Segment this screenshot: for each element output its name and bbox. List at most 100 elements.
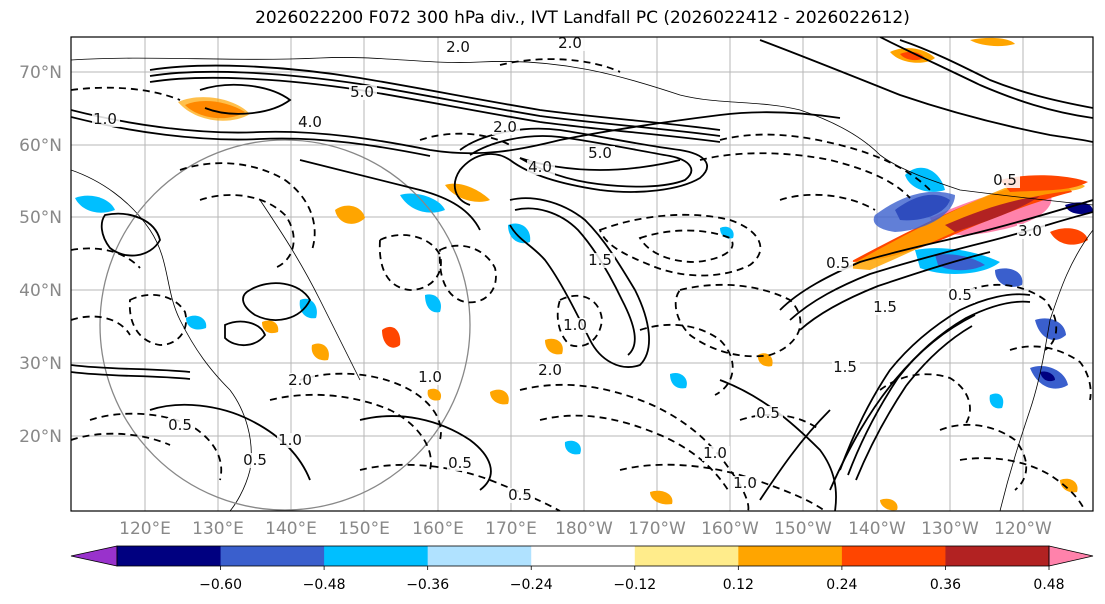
contour-label: 5.0	[350, 83, 374, 101]
radius-circle	[99, 139, 471, 511]
shading-orange	[1060, 478, 1078, 493]
longitude-label: 150°W	[774, 519, 832, 539]
contour-label: 2.0	[446, 38, 470, 56]
shading-orange	[970, 37, 1015, 47]
latitude-label: 50°N	[19, 208, 62, 228]
shading-cyan	[75, 195, 115, 213]
shading-cyan	[508, 223, 531, 244]
contour-label-bg	[242, 453, 270, 468]
colorbar-segment	[117, 546, 222, 566]
colorbar-outline	[116, 545, 1050, 567]
shading-navy	[1040, 371, 1055, 382]
colorbar-tick-label: −0.12	[613, 577, 656, 593]
contour-label: 2.0	[493, 118, 517, 136]
shading-orange	[311, 343, 329, 361]
contour-label: 2.0	[558, 34, 582, 52]
divergence-shading	[75, 37, 1093, 511]
contour-label: 0.5	[948, 286, 972, 304]
contour-label: 1.5	[833, 358, 857, 376]
contour-label: 0.5	[508, 486, 532, 504]
colorbar-segment	[531, 546, 636, 566]
shading-orange	[1000, 175, 1088, 192]
contour-label-bg	[702, 446, 730, 461]
colorbar-extend-low	[70, 545, 118, 567]
contour-label-bg	[527, 160, 555, 175]
colorbar-tick-label: 0.24	[826, 577, 857, 593]
longitude-labels: 120°E 130°E 140°E 150°E 160°E 170°E 180°W 170°W…	[119, 519, 1052, 539]
colorbar-segment	[220, 546, 325, 566]
contour-label-bg	[992, 173, 1020, 188]
colorbar-tick-label: 0.48	[1033, 577, 1064, 593]
latitude-label: 20°N	[19, 427, 62, 447]
contour-label-bg	[1017, 224, 1045, 239]
longitude-label: 120°W	[994, 519, 1052, 539]
longitude-label: 170°E	[485, 519, 537, 539]
contour-label: 1.0	[418, 368, 442, 386]
shading-orange	[880, 498, 898, 511]
contour-label-bg	[447, 456, 475, 471]
shading-orange	[262, 320, 279, 334]
latitude-label: 70°N	[19, 63, 62, 83]
colorbar-extend-high	[1048, 545, 1094, 567]
longitude-label: 150°E	[338, 519, 390, 539]
longitude-label: 120°E	[119, 519, 171, 539]
shading-cyan	[989, 393, 1004, 409]
colorbar-tick-label: 0.36	[930, 577, 961, 593]
contour-label-bg	[587, 146, 615, 161]
shading-cyan	[186, 315, 207, 330]
contour-label: 0.5	[826, 254, 850, 272]
shading-orange	[335, 205, 365, 224]
longitude-label: 140°E	[265, 519, 317, 539]
colorbar-tick-label: 0.12	[723, 577, 754, 593]
contour-label: 1.0	[278, 431, 302, 449]
contour-label-bg	[349, 85, 377, 100]
longitude-label: 160°W	[701, 519, 759, 539]
contour-label: 0.5	[756, 404, 780, 422]
latitude-label: 40°N	[19, 281, 62, 301]
colorbar-segment	[945, 546, 1050, 566]
contour-label-bg	[277, 433, 305, 448]
map-border	[70, 36, 1094, 512]
contour-label: 1.5	[588, 251, 612, 269]
colorbar-tick-label: −0.48	[303, 577, 346, 593]
contour-label-bg	[492, 120, 520, 135]
contour-label: 1.0	[93, 110, 117, 128]
contour-label: 1.0	[703, 444, 727, 462]
shading-orange	[545, 338, 563, 355]
contour-label-bg	[287, 373, 315, 388]
shading-blue	[995, 268, 1023, 287]
contour-label: 4.0	[298, 113, 322, 131]
contour-label-bg	[825, 256, 853, 271]
map-title: 2026022200 F072 300 hPa div., IVT Landfa…	[255, 8, 910, 28]
contour-label-bg	[537, 363, 565, 378]
colorbar-tick-label: −0.36	[406, 577, 449, 593]
colorbar-ticks: −0.60 −0.48 −0.36 −0.24 −0.12 0.12 0.24 0.36 0.4…	[199, 566, 1065, 593]
contour-label-bg	[755, 406, 783, 421]
contour-label: 2.0	[288, 371, 312, 389]
contour-label-bg	[832, 360, 860, 375]
shading-red	[1050, 228, 1088, 245]
contour-label-bg	[417, 370, 445, 385]
shading-darkred	[945, 196, 1040, 232]
contour-label-bg	[445, 40, 473, 55]
contour-label-bg	[872, 300, 900, 315]
contour-label: 1.0	[563, 316, 587, 334]
shading-cyan	[564, 440, 581, 455]
contour-label-bg	[92, 112, 120, 127]
contour-label: 4.0	[528, 158, 552, 176]
contour-label-bg	[557, 37, 585, 51]
latitude-labels: 70°N 60°N 50°N 40°N 30°N 20°N	[19, 63, 62, 447]
longitude-label: 160°E	[412, 519, 464, 539]
shading-red	[900, 51, 925, 61]
shading-cyan	[400, 193, 445, 213]
contour-label-bg	[507, 488, 535, 503]
shading-orange	[427, 388, 442, 401]
longitude-label: 140°W	[848, 519, 906, 539]
shading-blue	[1035, 318, 1066, 340]
contour-label-bg	[947, 288, 975, 303]
contour-label-bg	[587, 253, 615, 268]
contour-label-bg	[732, 476, 760, 491]
longitude-label: 130°W	[921, 519, 979, 539]
shading-cyan	[299, 298, 317, 319]
